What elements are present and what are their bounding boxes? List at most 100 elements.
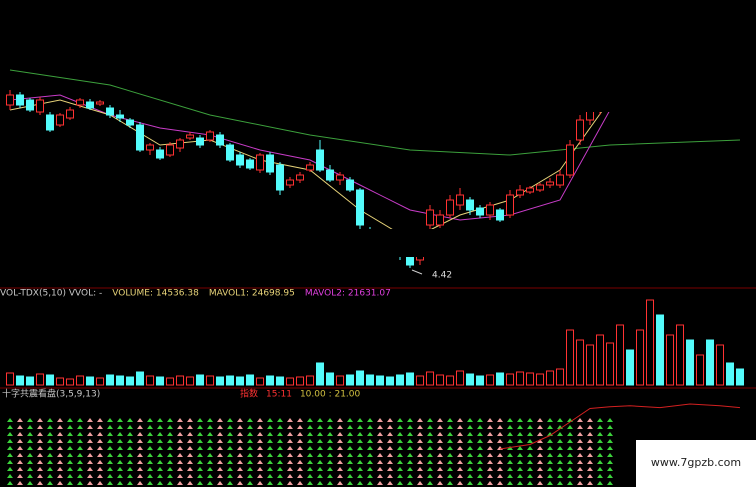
signal-arrow	[77, 481, 83, 485]
signal-arrow	[47, 467, 53, 471]
volume-bar	[736, 368, 744, 386]
signal-arrow	[337, 432, 343, 436]
signal-arrow	[97, 474, 103, 478]
signal-arrow	[367, 481, 373, 485]
signal-arrow	[7, 481, 13, 485]
signal-arrow	[567, 446, 573, 450]
signal-arrow	[217, 418, 223, 422]
signal-arrow	[237, 460, 243, 464]
signal-arrow	[287, 481, 293, 485]
signal-arrow	[567, 481, 573, 485]
signal-arrow	[227, 425, 233, 429]
candle-body	[46, 114, 54, 131]
volume-bar	[336, 375, 344, 386]
signal-arrow	[27, 474, 33, 478]
volume-bar	[26, 376, 34, 386]
signal-arrow	[217, 453, 223, 457]
signal-arrow	[337, 481, 343, 485]
signal-arrow	[137, 460, 143, 464]
signal-arrow	[577, 467, 583, 471]
signal-arrow	[307, 439, 313, 443]
signal-arrow	[517, 432, 523, 436]
signal-arrow	[487, 467, 493, 471]
volume-bar	[706, 339, 714, 386]
signal-arrow	[217, 432, 223, 436]
signal-arrow	[7, 474, 13, 478]
signal-arrow	[17, 432, 23, 436]
signal-arrow	[357, 474, 363, 478]
candle-body	[456, 194, 464, 206]
signal-arrow	[467, 460, 473, 464]
signal-arrow	[587, 453, 593, 457]
volume-bar	[96, 377, 104, 386]
signal-arrow	[77, 446, 83, 450]
signal-arrow	[447, 467, 453, 471]
mask-block	[427, 0, 756, 112]
signal-arrow	[517, 474, 523, 478]
candle-body	[56, 114, 64, 126]
signal-arrow	[557, 432, 563, 436]
signal-arrow	[177, 439, 183, 443]
signal-arrow	[7, 467, 13, 471]
signal-arrow	[197, 425, 203, 429]
volume-bar	[316, 362, 324, 386]
signal-arrow	[527, 418, 533, 422]
signal-arrow	[307, 460, 313, 464]
signal-arrow	[357, 425, 363, 429]
signal-arrow	[497, 432, 503, 436]
signal-arrow	[467, 439, 473, 443]
candle-body	[6, 94, 14, 106]
signal-arrow	[307, 481, 313, 485]
signal-arrow	[517, 425, 523, 429]
signal-arrow	[97, 446, 103, 450]
signal-arrow	[107, 418, 113, 422]
signal-arrow	[67, 474, 73, 478]
signal-arrow	[487, 481, 493, 485]
signal-arrow	[407, 474, 413, 478]
volume-bar	[286, 377, 294, 386]
signal-arrow	[467, 474, 473, 478]
signal-arrow	[427, 481, 433, 485]
signal-arrow	[137, 432, 143, 436]
volume-bar	[556, 368, 564, 386]
signal-arrow	[197, 439, 203, 443]
signal-arrow	[557, 481, 563, 485]
signal-arrow	[217, 460, 223, 464]
signal-arrow	[577, 418, 583, 422]
signal-arrow	[187, 432, 193, 436]
signal-arrow	[117, 481, 123, 485]
signal-arrow	[77, 460, 83, 464]
signal-arrow	[477, 425, 483, 429]
signal-arrow	[387, 453, 393, 457]
candle-body	[206, 131, 214, 141]
signal-arrow	[157, 439, 163, 443]
signal-arrow	[17, 453, 23, 457]
signal-arrow	[227, 418, 233, 422]
signal-arrow	[567, 474, 573, 478]
signal-arrow	[307, 418, 313, 422]
signal-arrow	[607, 474, 613, 478]
signal-arrow	[177, 453, 183, 457]
signal-arrow	[477, 439, 483, 443]
candle-body	[186, 134, 194, 139]
signal-arrow	[387, 481, 393, 485]
signal-arrow	[567, 460, 573, 464]
signal-arrow	[17, 439, 23, 443]
signal-arrow	[517, 481, 523, 485]
signal-arrow	[397, 453, 403, 457]
signal-arrow	[67, 439, 73, 443]
signal-arrow	[247, 446, 253, 450]
signal-arrow	[47, 418, 53, 422]
volume-bar	[276, 376, 284, 386]
signal-arrow	[257, 418, 263, 422]
signal-arrow	[67, 446, 73, 450]
signal-arrow	[87, 467, 93, 471]
signal-arrow	[277, 439, 283, 443]
volume-bar	[696, 354, 704, 386]
signal-arrow	[537, 481, 543, 485]
signal-arrow	[587, 418, 593, 422]
signal-arrow	[107, 481, 113, 485]
signal-arrow	[297, 481, 303, 485]
candle-body	[566, 144, 574, 176]
signal-arrow	[607, 453, 613, 457]
